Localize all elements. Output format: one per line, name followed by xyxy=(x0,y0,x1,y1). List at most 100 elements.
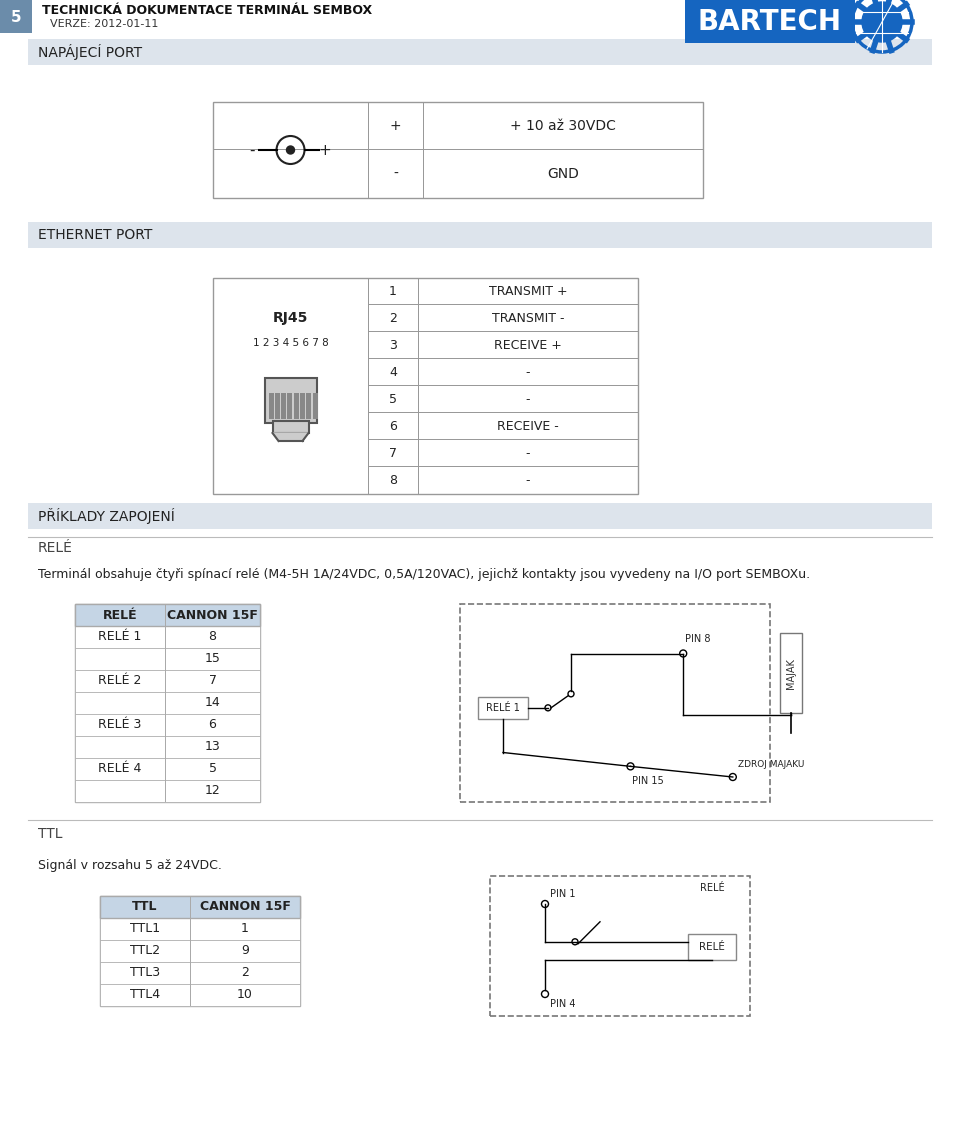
Text: 8: 8 xyxy=(208,630,217,643)
Text: GND: GND xyxy=(547,167,579,181)
Text: 8: 8 xyxy=(389,475,397,487)
Bar xyxy=(100,896,300,1006)
Text: RECEIVE +: RECEIVE + xyxy=(494,339,562,352)
Text: 2: 2 xyxy=(241,966,249,980)
Text: Terminál obsahuje čtyři spínací relé (M4-5H 1A/24VDC, 0,5A/120VAC), jejichž kont: Terminál obsahuje čtyři spínací relé (M4… xyxy=(38,568,810,580)
Text: 15: 15 xyxy=(204,652,221,666)
Text: 1: 1 xyxy=(389,284,396,298)
Bar xyxy=(287,393,293,419)
Text: TTL2: TTL2 xyxy=(130,945,160,957)
Text: +: + xyxy=(318,142,331,157)
Bar xyxy=(75,780,260,802)
Bar xyxy=(213,278,638,494)
Text: -: - xyxy=(250,142,255,157)
Text: RELÉ: RELÉ xyxy=(700,883,724,893)
Text: 7: 7 xyxy=(208,675,217,687)
Bar xyxy=(75,692,260,714)
Text: CANNON 15F: CANNON 15F xyxy=(167,609,258,621)
Bar xyxy=(780,634,802,714)
Bar xyxy=(418,278,419,494)
Bar xyxy=(100,962,300,984)
Bar xyxy=(75,758,260,780)
Text: MAJAK: MAJAK xyxy=(786,658,796,688)
Text: RELÉ 1: RELÉ 1 xyxy=(486,703,520,712)
Bar xyxy=(100,896,300,918)
Text: 2: 2 xyxy=(389,312,396,325)
Text: 1: 1 xyxy=(241,923,249,935)
Text: 9: 9 xyxy=(241,945,249,957)
Bar xyxy=(490,876,750,1016)
Bar xyxy=(294,393,299,419)
Bar xyxy=(460,604,770,802)
Text: 1 2 3 4 5 6 7 8: 1 2 3 4 5 6 7 8 xyxy=(252,338,328,348)
Text: 6: 6 xyxy=(389,420,396,432)
Text: 4: 4 xyxy=(389,366,396,379)
Text: PIN 8: PIN 8 xyxy=(685,634,710,643)
Bar xyxy=(688,934,736,960)
Bar xyxy=(28,39,932,65)
Bar xyxy=(28,503,932,529)
Text: RECEIVE -: RECEIVE - xyxy=(497,420,559,432)
Bar xyxy=(306,393,311,419)
Text: 12: 12 xyxy=(204,784,221,798)
Text: 5: 5 xyxy=(208,762,217,775)
Text: CANNON 15F: CANNON 15F xyxy=(200,900,291,914)
Text: 3: 3 xyxy=(389,339,396,352)
Bar xyxy=(300,393,305,419)
Bar xyxy=(75,714,260,736)
Text: 13: 13 xyxy=(204,741,221,753)
Text: 5: 5 xyxy=(389,393,397,406)
Text: RELÉ 2: RELÉ 2 xyxy=(98,675,142,687)
Text: -: - xyxy=(526,475,530,487)
Bar xyxy=(478,696,528,719)
Bar xyxy=(100,918,300,940)
Text: TTL: TTL xyxy=(38,827,62,841)
Text: RELÉ 3: RELÉ 3 xyxy=(98,718,142,732)
Bar xyxy=(75,604,260,802)
Text: VERZE: 2012-01-11: VERZE: 2012-01-11 xyxy=(50,19,158,28)
Text: Signál v rozsahu 5 až 24VDC.: Signál v rozsahu 5 až 24VDC. xyxy=(38,859,222,873)
Bar xyxy=(269,393,274,419)
Text: RJ45: RJ45 xyxy=(273,311,308,325)
Text: TTL3: TTL3 xyxy=(130,966,160,980)
Text: NAPÁJECÍ PORT: NAPÁJECÍ PORT xyxy=(38,44,142,60)
Text: -: - xyxy=(526,393,530,406)
Circle shape xyxy=(862,2,902,42)
Text: + 10 až 30VDC: + 10 až 30VDC xyxy=(510,119,616,133)
Bar xyxy=(213,102,703,198)
Bar xyxy=(28,222,932,248)
Bar xyxy=(75,736,260,758)
Text: TRANSMIT +: TRANSMIT + xyxy=(489,284,567,298)
Text: -: - xyxy=(526,366,530,379)
Bar xyxy=(281,393,286,419)
Bar xyxy=(0,0,32,33)
Bar xyxy=(423,102,424,198)
Bar xyxy=(100,984,300,1006)
Text: 6: 6 xyxy=(208,718,216,732)
Text: TECHNICKÁ DOKUMENTACE TERMINÁL SEMBOX: TECHNICKÁ DOKUMENTACE TERMINÁL SEMBOX xyxy=(42,3,372,16)
Bar xyxy=(368,278,369,494)
Bar xyxy=(368,102,369,198)
Text: 5: 5 xyxy=(11,9,21,25)
Text: RELÉ: RELÉ xyxy=(699,942,725,953)
Bar xyxy=(265,378,317,423)
Bar xyxy=(165,604,166,802)
Text: 7: 7 xyxy=(389,447,397,460)
Bar xyxy=(685,0,855,43)
Bar xyxy=(275,393,279,419)
Text: TTL4: TTL4 xyxy=(130,989,160,1001)
Text: PIN 15: PIN 15 xyxy=(633,776,664,786)
Text: PIN 1: PIN 1 xyxy=(550,889,575,899)
Text: PIN 4: PIN 4 xyxy=(550,999,575,1009)
Bar xyxy=(75,626,260,648)
Bar xyxy=(100,940,300,962)
Text: ZDROJ MAJAKU: ZDROJ MAJAKU xyxy=(738,760,804,769)
Text: -: - xyxy=(393,167,398,181)
Text: BARTECH: BARTECH xyxy=(698,8,842,36)
Text: 14: 14 xyxy=(204,696,221,709)
Text: RELÉ 1: RELÉ 1 xyxy=(98,630,142,643)
Text: TTL: TTL xyxy=(132,900,157,914)
Bar xyxy=(190,896,191,1006)
Bar xyxy=(75,648,260,670)
Text: PŘÍKLADY ZAPOJENÍ: PŘÍKLADY ZAPOJENÍ xyxy=(38,508,175,523)
